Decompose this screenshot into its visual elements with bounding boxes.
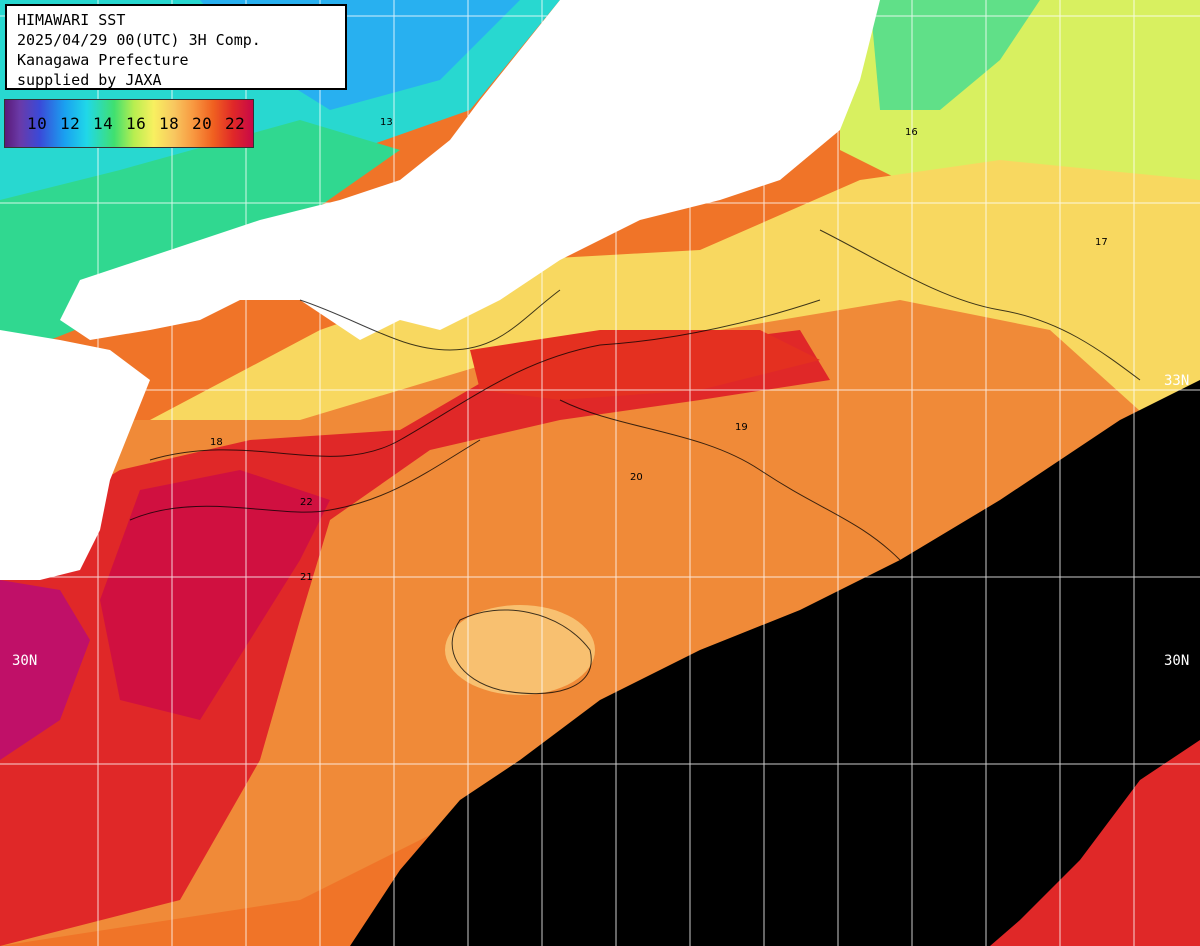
map-title: HIMAWARI SST [17,11,126,29]
legend-label-10: 10 [27,114,48,133]
legend-color-bar [5,100,253,147]
map-timestamp: 2025/04/29 00(UTC) 3H Comp. [17,31,261,49]
land-honshu-north [60,0,880,340]
legend-label-22: 22 [225,114,246,133]
isotherm-contours [129,229,1141,695]
legend-label-16: 16 [126,114,147,133]
cloud-cover-southeast [350,380,1200,946]
temperature-legend: 10 12 14 16 18 20 22 [4,99,254,148]
map-credit: supplied by JAXA [17,71,162,89]
legend-label-12: 12 [60,114,81,133]
land-kyushu [0,330,150,580]
contour-label: 19 [735,422,748,433]
contour-label: 21 [300,572,313,583]
latitude-label-30n-right: 30N [1164,653,1190,669]
warm-core-southwest [0,580,90,760]
contour-label: 13 [380,117,393,128]
legend-label-18: 18 [159,114,180,133]
kuroshio-core [100,470,330,720]
contour-label: 16 [905,127,918,138]
map-region: Kanagawa Prefecture [17,51,189,69]
contour-label: 17 [1095,237,1108,248]
cool-eddy [445,605,595,695]
warm-band-in-cloud [990,740,1200,946]
legend-label-20: 20 [192,114,213,133]
latitude-label-33n: 33N [1164,373,1190,389]
contour-label: 20 [630,472,643,483]
legend-labels: 10 12 14 16 18 20 22 [27,114,253,133]
contour-value-labels: 13 16 17 18 19 20 21 22 [210,117,1108,583]
kuroshio-extension [470,330,820,400]
latitude-label-30n-left: 30N [12,653,38,669]
contour-label: 18 [210,437,223,448]
legend-label-14: 14 [93,114,114,133]
contour-label: 22 [300,497,313,508]
map-info-box: HIMAWARI SST 2025/04/29 00(UTC) 3H Comp.… [5,4,347,90]
